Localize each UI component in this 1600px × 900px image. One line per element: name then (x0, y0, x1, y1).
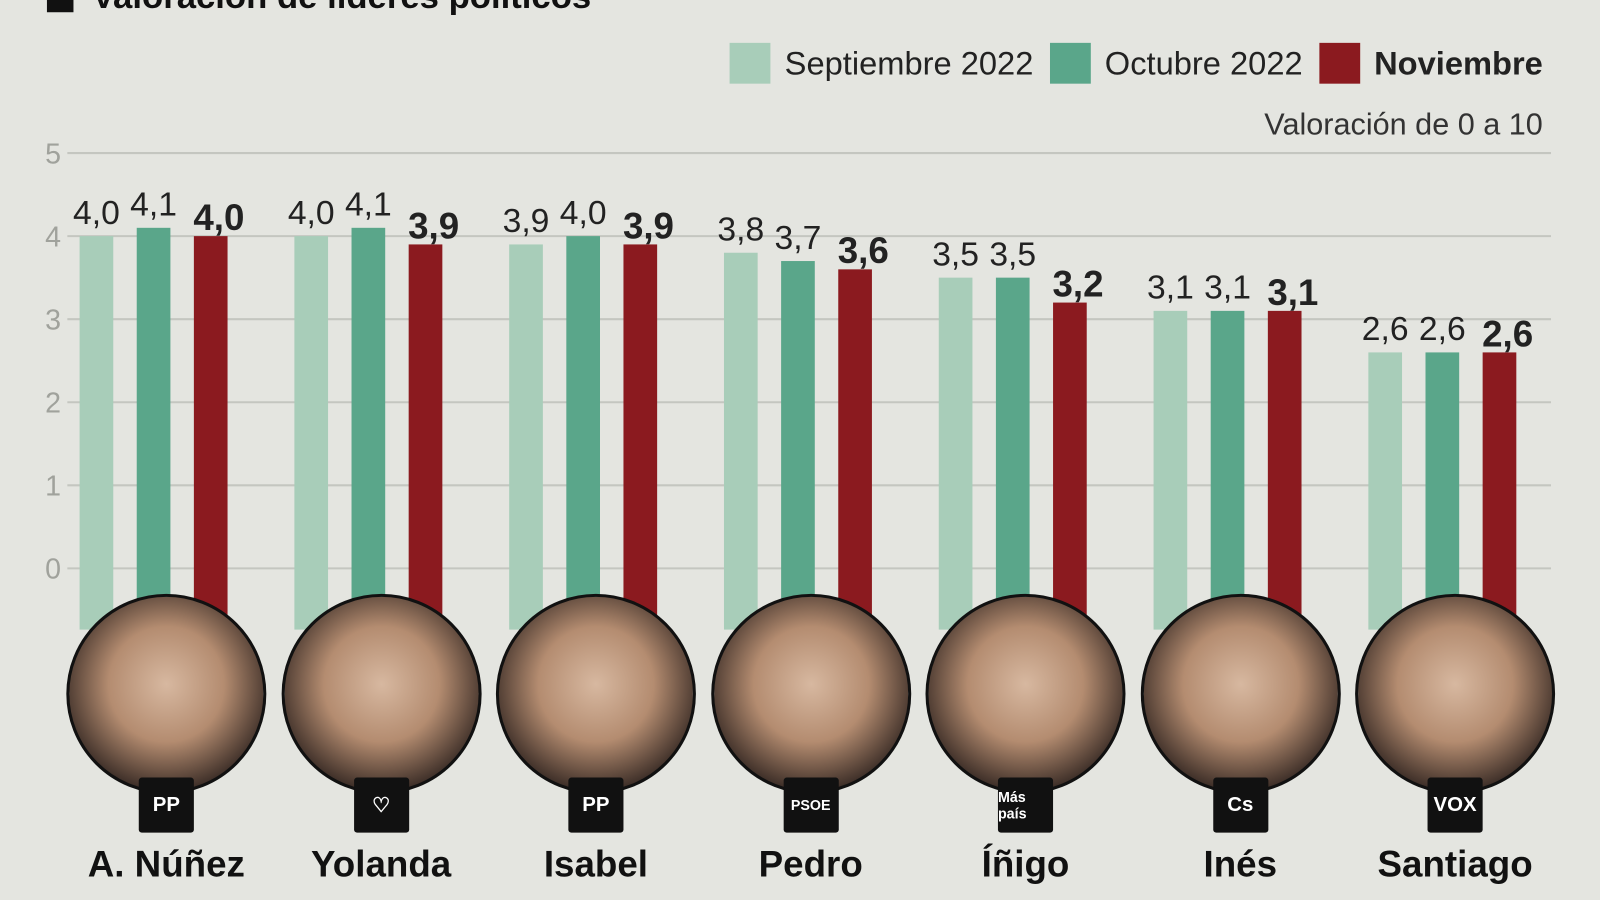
legend: Septiembre 2022 Octubre 2022 Noviembre (729, 42, 1543, 84)
data-label: 2,6 (1362, 311, 1409, 348)
title-square-icon (46, 0, 74, 13)
bar (1368, 352, 1403, 630)
data-label: 4,0 (193, 197, 244, 238)
legend-swatch (729, 42, 771, 84)
data-label: 2,6 (1419, 311, 1466, 348)
data-label: 3,9 (408, 205, 459, 246)
leader-name: Isabel (543, 842, 648, 885)
leader-name: Yolanda (311, 842, 452, 885)
legend-label: Octubre 2022 (1104, 44, 1303, 82)
y-tick-label: 3 (45, 304, 61, 336)
data-label: 4,0 (560, 195, 607, 232)
chart-title: Valoración de líderes políticos (46, 0, 591, 17)
legend-label: Noviembre (1374, 44, 1543, 82)
leader-photo (281, 593, 482, 794)
data-label: 3,5 (989, 236, 1036, 273)
legend-swatch (1318, 42, 1360, 84)
leader-photo (710, 593, 911, 794)
title-text: Valoración de líderes políticos (92, 0, 591, 16)
data-label: 3,1 (1204, 270, 1251, 307)
bar (79, 236, 114, 630)
y-tick-label: 1 (45, 471, 61, 503)
bar (781, 261, 815, 630)
leader-name: Inés (1203, 842, 1278, 885)
bar (838, 269, 872, 630)
data-label: 2,6 (1482, 313, 1533, 354)
y-tick-label: 2 (45, 387, 61, 419)
leader-photo (925, 593, 1126, 794)
bar (566, 236, 600, 630)
bar (509, 244, 543, 630)
bar (1210, 310, 1245, 630)
data-label: 3,1 (1147, 270, 1194, 307)
leader-photo (66, 593, 267, 794)
bar (1425, 352, 1460, 630)
bar (723, 252, 758, 630)
leader-name: A. Núñez (87, 842, 245, 885)
leader-photo (1355, 593, 1556, 794)
bar (136, 227, 171, 630)
sumar-heart-logo-icon: ♡ (353, 777, 409, 833)
bar (1482, 352, 1517, 630)
data-label: 4,0 (288, 195, 335, 232)
data-label: 3,7 (775, 220, 822, 257)
cs-logo-icon: Cs (1212, 777, 1268, 833)
legend-item-nov: Noviembre (1318, 42, 1543, 84)
data-label: 3,9 (503, 203, 550, 240)
legend-item-oct: Octubre 2022 (1049, 42, 1303, 84)
bar (1053, 302, 1087, 630)
bar (193, 236, 228, 630)
legend-swatch (1049, 42, 1091, 84)
y-tick-label: 5 (45, 138, 61, 170)
pp-logo-icon: PP (568, 777, 624, 833)
data-label: 3,2 (1053, 263, 1104, 304)
leader-name: Pedro (758, 842, 863, 885)
data-label: 3,9 (623, 205, 674, 246)
legend-item-sep: Septiembre 2022 (729, 42, 1034, 84)
leader-photo (495, 593, 696, 794)
legend-label: Septiembre 2022 (784, 44, 1034, 82)
y-tick-label: 4 (45, 221, 61, 253)
bar (1153, 310, 1188, 630)
data-label: 3,1 (1267, 272, 1318, 313)
pp-logo-icon: PP (138, 777, 194, 833)
data-label: 3,6 (838, 230, 889, 271)
leader-photo (1140, 593, 1341, 794)
chart-subtitle: Valoración de 0 a 10 (1264, 108, 1543, 142)
bar (351, 227, 386, 630)
vox-logo-icon: VOX (1427, 777, 1483, 833)
data-label: 4,1 (345, 187, 392, 224)
psoe-logo-icon: PSOE (783, 777, 839, 833)
bar (995, 277, 1030, 630)
y-tick-label: 0 (45, 554, 61, 586)
bar (938, 277, 973, 630)
bar (294, 236, 329, 630)
bar (408, 244, 443, 630)
bar (1267, 310, 1302, 630)
bar (623, 244, 658, 630)
data-label: 3,5 (932, 236, 979, 273)
mas-pais-logo-icon: Más país (997, 777, 1054, 833)
data-label: 4,0 (73, 195, 120, 232)
data-label: 4,1 (130, 187, 177, 224)
leader-name: Santiago (1377, 842, 1533, 885)
leader-name: Íñigo (981, 842, 1070, 885)
data-label: 3,8 (717, 211, 764, 248)
